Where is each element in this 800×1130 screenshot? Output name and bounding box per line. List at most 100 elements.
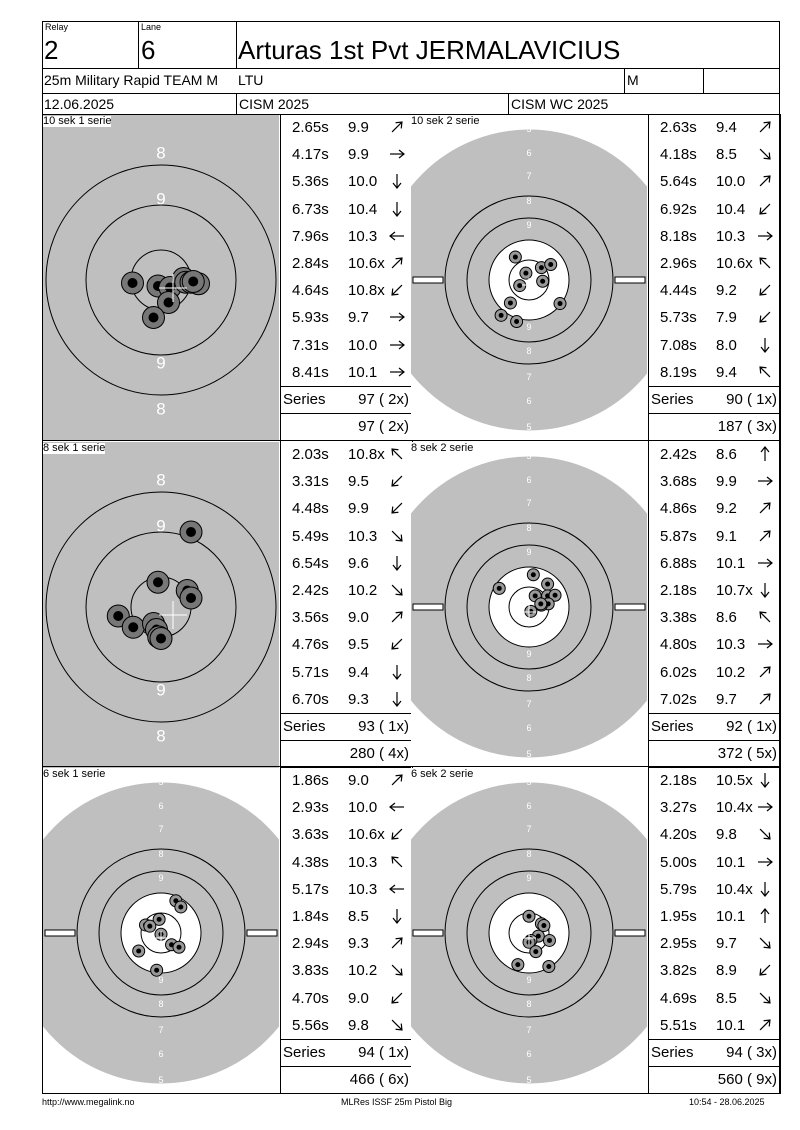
ring-number: 7	[158, 1025, 163, 1035]
shot-score: 10.1	[716, 1016, 746, 1034]
shot-time: 6.88s	[660, 554, 697, 572]
hit-center	[541, 923, 547, 929]
shot-time: 5.00s	[660, 853, 697, 871]
shot-row: 4.76s 9.5	[280, 631, 412, 658]
hit-center	[156, 633, 166, 644]
target-bar-right	[614, 603, 646, 611]
shot-score: 9.3	[348, 935, 369, 953]
shot-table: 2.03s 10.8x 3.31s 9.5 4.48s 9.9 5.49s 10.3 6.54s…	[280, 441, 413, 768]
shot-time: 1.84s	[292, 908, 329, 925]
ring-number: 6	[158, 801, 163, 811]
shot-row: 8.41s 10.1	[280, 359, 412, 386]
series-label: 6 sek 2 serie	[411, 768, 474, 780]
direction-arrow-icon	[759, 121, 771, 133]
shot-row: 4.38s 10.3	[280, 849, 412, 876]
shot-score: 10.4x	[716, 880, 753, 898]
shot-time: 2.94s	[292, 935, 329, 953]
ring-number: 8	[526, 523, 531, 533]
shot-time: 2.96s	[660, 255, 697, 272]
ring-number: 9	[526, 220, 531, 230]
target-ring	[43, 782, 279, 1084]
shot-row: 2.18s 10.7x	[648, 577, 780, 604]
ring-number: 8	[526, 196, 531, 206]
shot-table: 1.86s 9.0 2.93s 10.0 3.63s 10.6x 4.38s 10.3 5.17…	[280, 767, 413, 1094]
direction-arrow-icon	[391, 284, 403, 296]
shot-score: 10.0	[348, 799, 378, 817]
series-total-label: Series	[283, 1044, 326, 1061]
direction-arrow-icon	[759, 312, 771, 324]
shot-score: 10.1	[716, 853, 746, 871]
direction-arrow-icon	[392, 201, 402, 217]
direction-arrow-icon	[391, 584, 403, 596]
shot-time: 2.42s	[292, 582, 329, 599]
shot-row: 5.00s 10.1	[648, 849, 780, 876]
shot-score: 9.8	[716, 826, 737, 844]
shot-time: 2.93s	[292, 799, 329, 817]
shot-score: 9.0	[348, 772, 369, 789]
shot-time: 1.95s	[660, 908, 697, 925]
lane-value: 6	[141, 35, 156, 65]
ring-number: 8	[158, 849, 163, 859]
shot-score: 9.2	[716, 500, 737, 518]
shot-row: 2.03s 10.8x	[280, 441, 412, 468]
shot-score: 10.3	[348, 527, 378, 545]
series-label: 10 sek 1 serie	[43, 115, 112, 127]
shot-row: 5.17s 10.3	[280, 876, 412, 903]
shot-row: 5.36s 10.0	[280, 168, 412, 195]
hit-center	[127, 278, 138, 288]
hit-center	[156, 916, 162, 922]
shot-time: 4.80s	[660, 636, 697, 654]
hit-center	[136, 948, 142, 954]
shot-score: 10.3	[348, 853, 378, 871]
shot-row: 3.68s 9.9	[648, 468, 780, 495]
direction-arrow-icon	[392, 174, 402, 190]
shot-time: 3.82s	[660, 962, 697, 980]
shot-row: 2.63s 9.4	[648, 114, 780, 141]
hit-center	[515, 962, 521, 968]
shot-row: 5.79s 10.4x	[648, 876, 780, 903]
shot-row: 6.70s 9.3	[280, 686, 412, 713]
ring-number: 9	[158, 873, 163, 883]
target-bar-right	[246, 929, 278, 937]
ring-number: 7	[526, 1025, 531, 1035]
direction-arrow-icon	[759, 965, 771, 977]
shot-score: 10.3	[348, 880, 378, 898]
ring-number: 6	[526, 723, 531, 733]
shot-table: 2.63s 9.4 4.18s 8.5 5.64s 10.0 6.92s 10.4 8.18s 1…	[648, 114, 781, 441]
running-total: 372 ( 5x)	[717, 745, 777, 762]
shot-score: 10.1	[716, 554, 746, 572]
direction-arrow-icon	[759, 148, 771, 160]
shot-score: 10.6x	[348, 255, 385, 272]
shot-time: 3.27s	[660, 799, 697, 817]
shot-row: 2.65s 9.9	[280, 114, 412, 141]
target-5: 5 6 7 8 9 9 8 7 6 5	[43, 768, 279, 1094]
shot-row: 2.94s 9.3	[280, 930, 412, 957]
shot-time: 5.93s	[292, 309, 329, 327]
series-label: 8 sek 2 serie	[411, 442, 474, 454]
shot-time: 7.31s	[292, 336, 329, 354]
shot-row: 5.73s 7.9	[648, 304, 780, 331]
shot-row: 8.19s 9.4	[648, 359, 780, 386]
shot-score: 10.4	[348, 200, 378, 218]
target-2: 5 6 7 8 9 9 8 7 6 5	[411, 115, 647, 441]
direction-arrow-icon	[390, 367, 405, 377]
ring-number: 6	[526, 801, 531, 811]
footer-url[interactable]: http://www.megalink.no	[42, 1097, 135, 1107]
shot-score: 9.5	[348, 636, 369, 654]
ring-number: 6	[526, 396, 531, 406]
shot-score: 9.6	[348, 554, 369, 572]
hit-center	[507, 300, 513, 306]
footer-software: MLRes ISSF 25m Pistol Big	[341, 1097, 453, 1107]
shot-row: 4.80s 10.3	[648, 631, 780, 658]
direction-arrow-icon	[391, 121, 403, 133]
shot-time: 5.79s	[660, 880, 697, 898]
shot-score: 9.7	[348, 309, 369, 327]
shot-time: 2.65s	[292, 119, 329, 136]
hit-center	[523, 270, 529, 276]
running-total: 560 ( 9x)	[717, 1071, 777, 1088]
shot-time: 3.63s	[292, 826, 329, 844]
shot-row: 6.92s 10.4	[648, 196, 780, 223]
hit-center	[532, 593, 538, 599]
shot-row: 6.73s 10.4	[280, 196, 412, 223]
shot-score: 9.4	[716, 363, 737, 381]
